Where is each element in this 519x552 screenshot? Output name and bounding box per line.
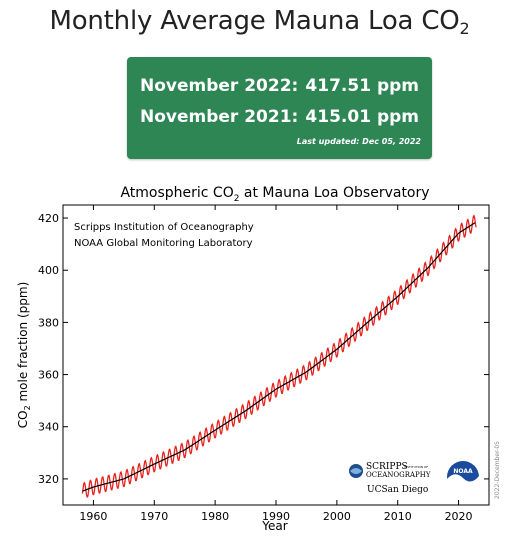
x-tick-label: 1980	[201, 510, 229, 523]
chart-title: Atmospheric CO2 at Mauna Loa Observatory	[120, 185, 429, 204]
monthly-co2-line	[81, 214, 477, 498]
y-tick-label: 400	[38, 264, 59, 277]
previous-year-label: November 2021:	[140, 107, 299, 127]
annotation-noaa: NOAA Global Monitoring Laboratory	[74, 238, 253, 249]
y-axis-label: CO2 mole fraction (ppm)	[16, 282, 32, 429]
scripps-logo-small-text: INSTITUTION OF	[404, 465, 428, 469]
co2-chart: Atmospheric CO2 at Mauna Loa Observatory…	[16, 185, 501, 533]
previous-year-row: November 2021: 415.01 ppm	[140, 107, 419, 127]
x-tick-label: 1990	[262, 510, 290, 523]
x-tick-label: 1970	[140, 510, 168, 523]
current-month-row: November 2022: 417.51 ppm	[140, 76, 419, 96]
axis-ticks: 1960 1970 1980 1990 2000 2010 2020 320 340 360 380…	[38, 205, 489, 523]
latest-co2-panel: November 2022: 417.51 ppm November 2021:…	[127, 57, 432, 159]
y-tick-label: 320	[38, 473, 59, 486]
x-tick-label: 1960	[79, 510, 107, 523]
x-tick-label: 2010	[384, 510, 412, 523]
ucsd-logo-text: UCSan Diego	[367, 485, 428, 495]
scripps-logo-text: SCRIPPS	[366, 462, 408, 472]
annotation-scripps: Scripps Institution of Oceanography	[74, 222, 254, 233]
y-tick-label: 360	[38, 369, 59, 382]
date-watermark: 2022-December-05	[494, 441, 501, 499]
trend-co2-line	[82, 222, 476, 492]
y-tick-label: 420	[38, 212, 59, 225]
y-tick-label: 380	[38, 316, 59, 329]
noaa-logo-text: NOAA	[453, 468, 473, 475]
page-title: Monthly Average Mauna Loa CO2	[49, 6, 470, 38]
plot-frame	[62, 204, 490, 506]
current-month-label: November 2022:	[140, 76, 299, 96]
x-tick-label: 2000	[323, 510, 351, 523]
scripps-logo-subtext: OCEANOGRAPHY	[366, 471, 431, 479]
scripps-logo: SCRIPPS INSTITUTION OF OCEANOGRAPHY UCSa…	[349, 462, 431, 495]
last-updated-text: Last updated: Dec 05, 2022	[296, 137, 421, 146]
y-tick-label: 340	[38, 421, 59, 434]
x-tick-label: 2020	[445, 510, 473, 523]
x-axis-label: Year	[261, 519, 287, 533]
data-series	[81, 214, 477, 498]
noaa-logo: NOAA	[447, 461, 479, 495]
current-month-value: 417.51 ppm	[305, 76, 419, 96]
previous-year-value: 415.01 ppm	[305, 107, 419, 127]
